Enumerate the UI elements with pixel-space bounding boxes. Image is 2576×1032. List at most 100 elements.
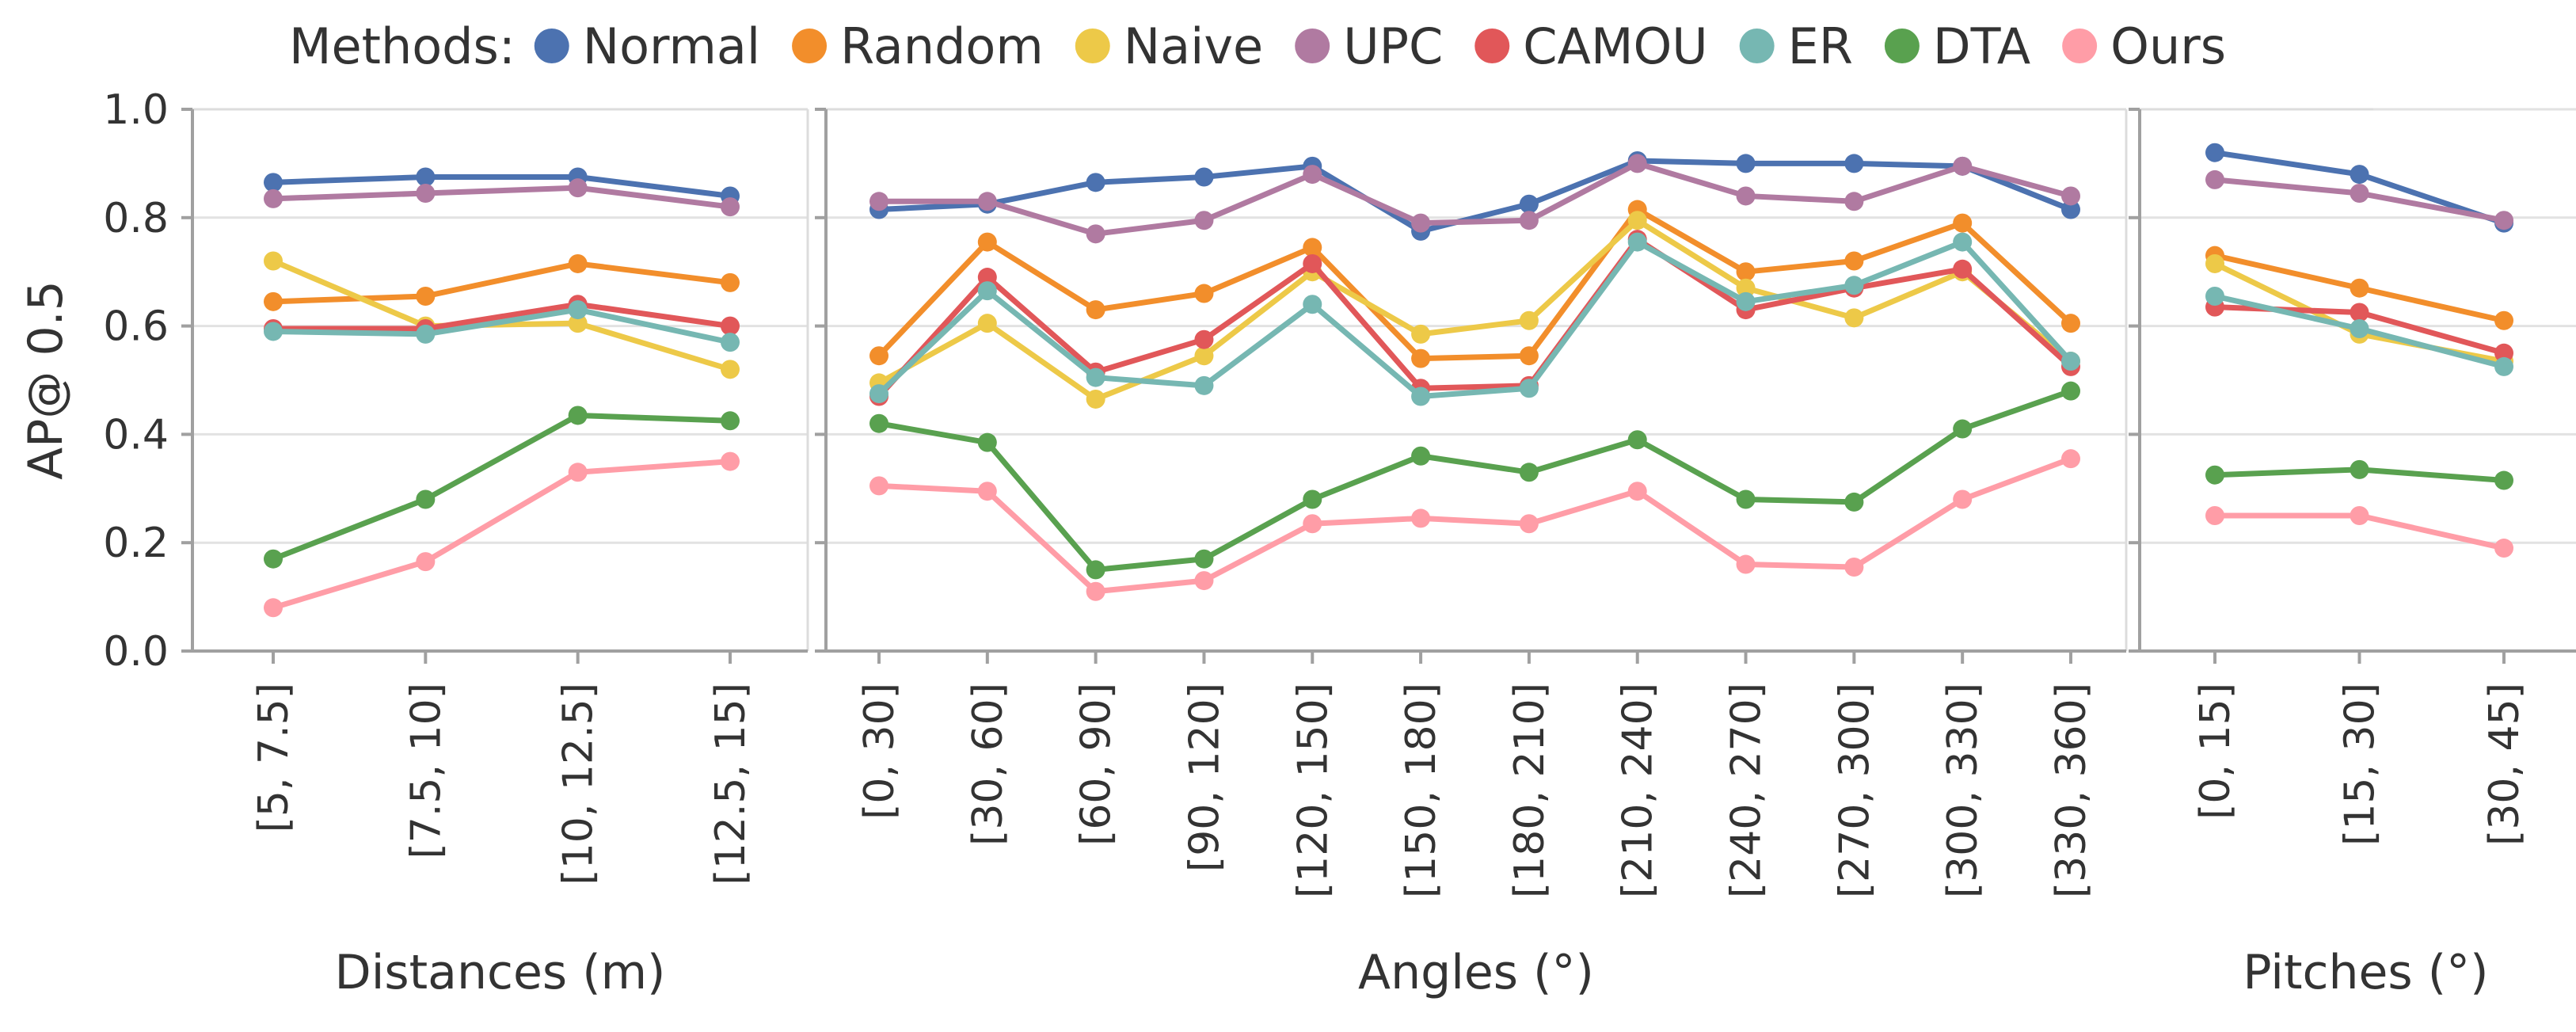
legend-marker <box>792 29 828 63</box>
legend-marker <box>1075 29 1110 63</box>
data-point-normal <box>2205 143 2224 162</box>
data-point-upc <box>721 197 740 217</box>
legend-label: Ours <box>2110 17 2226 75</box>
x-tick-label: [270, 300] <box>1831 683 1878 898</box>
legend-marker <box>2062 29 2098 63</box>
data-point-ours <box>264 598 283 618</box>
data-point-ours <box>1411 508 1431 528</box>
series-upc <box>264 178 740 217</box>
legend-item-upc: UPC <box>1295 17 1443 75</box>
data-point-ours <box>869 476 888 496</box>
series-normal <box>264 167 740 206</box>
x-tick-label: [330, 360] <box>2048 683 2095 898</box>
series-line-normal <box>270 174 733 199</box>
data-point-upc <box>1411 213 1431 233</box>
data-point-random <box>1953 213 1973 233</box>
x-tick-label: [12.5, 15] <box>707 683 755 885</box>
legend-item-normal: Normal <box>534 17 760 75</box>
data-point-camou <box>1194 329 1214 349</box>
data-point-er <box>1736 291 1756 311</box>
series-line-naive <box>876 217 2074 402</box>
data-point-ours <box>1086 581 1105 601</box>
data-point-dta <box>568 406 588 425</box>
data-point-upc <box>2350 184 2369 204</box>
data-point-dta <box>869 413 888 433</box>
data-point-random <box>1736 262 1756 282</box>
data-point-dta <box>1303 489 1322 509</box>
data-point-ours <box>1303 514 1322 534</box>
data-point-er <box>721 333 740 352</box>
data-point-er <box>1194 375 1214 395</box>
panel-distances-m: 0.0 0.2 0.4 0.6 0.8 1.0 AP@ 0.5 [5, 7.5] [7.5, 1… <box>18 86 809 1000</box>
data-point-naive <box>568 314 588 333</box>
data-point-dta <box>416 489 436 509</box>
x-tick-label: [30, 45] <box>2481 683 2528 846</box>
data-point-camou <box>1953 259 1973 279</box>
series-line-upc <box>876 160 2074 237</box>
x-tick-label: [7.5, 10] <box>402 683 450 859</box>
data-point-random <box>2494 310 2513 330</box>
data-point-upc <box>2061 186 2080 206</box>
series-er <box>2205 286 2513 376</box>
data-point-dta <box>1736 489 1756 509</box>
series-naive <box>869 211 2080 409</box>
data-point-naive <box>1194 346 1214 366</box>
legend-item-camou: CAMOU <box>1474 17 1708 75</box>
data-point-dta <box>1411 446 1431 466</box>
data-point-random <box>2350 278 2369 298</box>
data-point-normal <box>1194 167 1214 187</box>
legend-item-ours: Ours <box>2062 17 2226 75</box>
data-point-dta <box>1627 430 1647 450</box>
data-point-upc <box>2494 211 2513 230</box>
series-line-upc <box>270 185 733 210</box>
x-axis-title: Pitches (°) <box>2243 945 2488 1000</box>
legend-item-dta: DTA <box>1884 17 2030 75</box>
y-tick-label: 0.6 <box>103 303 169 351</box>
data-point-random <box>1303 238 1322 257</box>
series-line-random <box>876 207 2074 362</box>
x-tick-label: [0, 15] <box>2192 683 2239 820</box>
data-point-ours <box>1519 514 1539 534</box>
legend-marker <box>534 29 569 63</box>
data-point-upc <box>1627 154 1647 173</box>
data-point-upc <box>264 189 283 208</box>
data-point-camou <box>721 316 740 336</box>
data-point-er <box>1086 367 1105 387</box>
data-point-dta <box>1953 419 1973 439</box>
data-point-er <box>1519 379 1539 398</box>
x-tick-label: [10, 12.5] <box>555 683 603 885</box>
data-point-normal <box>1736 154 1756 173</box>
data-point-ours <box>1844 557 1864 577</box>
data-point-upc <box>869 192 888 211</box>
data-point-ours <box>2350 506 2369 525</box>
y-axis-title: AP@ 0.5 <box>18 280 74 480</box>
data-point-ours <box>1194 571 1214 591</box>
data-point-upc <box>1519 211 1539 230</box>
data-point-er <box>2061 352 2080 371</box>
data-point-er <box>1953 232 1973 252</box>
series-line-ours <box>270 459 733 611</box>
x-tick-label: [30, 60] <box>965 683 1012 846</box>
data-point-random <box>568 253 588 273</box>
legend-item-random: Random <box>792 17 1044 75</box>
y-tick-label: 0.2 <box>103 520 169 567</box>
data-point-er <box>2350 319 2369 339</box>
data-point-dta <box>1086 560 1105 580</box>
data-point-upc <box>1194 211 1214 230</box>
series-ours <box>264 451 740 618</box>
series-line-er <box>876 239 2074 400</box>
series-line-camou <box>270 301 733 332</box>
legend-label: CAMOU <box>1523 17 1707 75</box>
data-point-random <box>869 346 888 366</box>
data-point-ours <box>1627 482 1647 501</box>
x-tick-label: [120, 150] <box>1289 683 1337 898</box>
data-point-normal <box>1519 194 1539 214</box>
data-point-upc <box>1303 165 1322 185</box>
x-tick-label: [0, 30] <box>856 683 904 820</box>
series-line-er <box>270 307 733 345</box>
series-line-normal <box>876 158 2074 234</box>
data-point-dta <box>264 549 283 569</box>
series-dta <box>869 381 2080 580</box>
x-tick-label: [5, 7.5] <box>250 683 298 832</box>
